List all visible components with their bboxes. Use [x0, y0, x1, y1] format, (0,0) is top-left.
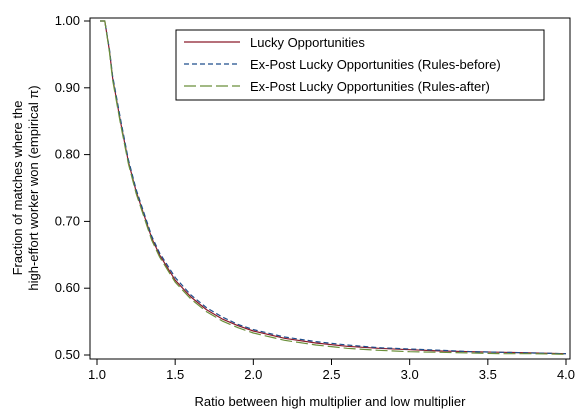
y-tick-label: 0.50 — [55, 347, 80, 362]
y-tick-label: 0.60 — [55, 280, 80, 295]
series-layer — [100, 20, 567, 355]
y-axis-label-line1: Fraction of matches where the — [10, 101, 25, 276]
y-axis: 0.50 0.60 0.70 0.80 0.90 1.00 — [55, 13, 90, 362]
y-axis-label-line2: high-effort worker won (empirical π) — [26, 85, 41, 290]
x-tick-label: 3.5 — [479, 367, 497, 382]
x-tick-label: 1.0 — [88, 367, 106, 382]
y-tick-label: 0.80 — [55, 147, 80, 162]
y-tick-label: 1.00 — [55, 13, 80, 28]
x-tick-label: 4.0 — [557, 367, 575, 382]
legend-label-rules-after: Ex-Post Lucky Opportunities (Rules-after… — [250, 79, 490, 94]
series-line-2 — [100, 20, 567, 355]
x-axis-label: Ratio between high multiplier and low mu… — [195, 394, 467, 409]
x-tick-label: 2.5 — [322, 367, 340, 382]
x-tick-label: 2.0 — [244, 367, 262, 382]
x-tick-label: 3.0 — [401, 367, 419, 382]
legend-label-rules-before: Ex-Post Lucky Opportunities (Rules-befor… — [250, 57, 501, 72]
x-axis: 1.0 1.5 2.0 2.5 3.0 3.5 4.0 — [88, 359, 575, 382]
series-line-3 — [100, 20, 567, 355]
y-tick-label: 0.90 — [55, 80, 80, 95]
plot-frame — [89, 17, 571, 360]
y-tick-label: 0.70 — [55, 213, 80, 228]
legend: Lucky Opportunities Ex-Post Lucky Opport… — [175, 29, 545, 101]
x-tick-label: 1.5 — [166, 367, 184, 382]
legend-label-lucky: Lucky Opportunities — [250, 35, 365, 50]
